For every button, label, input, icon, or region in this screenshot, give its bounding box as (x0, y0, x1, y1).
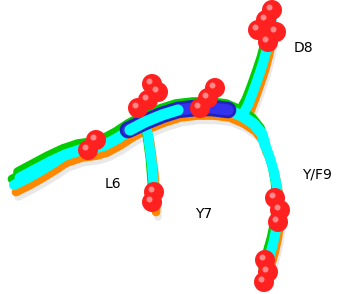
Circle shape (248, 20, 268, 40)
Circle shape (147, 78, 153, 84)
Circle shape (198, 88, 218, 108)
Circle shape (83, 144, 89, 151)
Circle shape (265, 188, 285, 208)
Circle shape (262, 266, 268, 273)
Circle shape (271, 26, 276, 33)
Circle shape (142, 192, 162, 212)
Circle shape (210, 83, 216, 88)
Circle shape (255, 250, 275, 270)
Circle shape (128, 98, 148, 118)
Text: D8: D8 (294, 41, 314, 55)
Circle shape (190, 98, 210, 118)
Circle shape (262, 0, 282, 20)
Circle shape (153, 86, 159, 93)
Circle shape (259, 276, 265, 283)
Circle shape (260, 14, 266, 21)
Circle shape (147, 196, 153, 203)
Circle shape (142, 94, 148, 101)
Circle shape (148, 186, 154, 193)
Circle shape (86, 130, 106, 150)
Circle shape (274, 205, 280, 211)
Circle shape (258, 262, 278, 282)
Circle shape (195, 103, 201, 108)
Circle shape (78, 140, 98, 160)
Circle shape (270, 200, 290, 220)
Circle shape (91, 134, 97, 141)
Circle shape (138, 90, 158, 110)
Circle shape (203, 93, 209, 98)
Circle shape (205, 78, 225, 98)
Circle shape (266, 4, 273, 11)
Circle shape (256, 10, 276, 30)
Circle shape (259, 255, 266, 260)
Circle shape (273, 216, 279, 223)
Circle shape (144, 182, 164, 202)
Circle shape (254, 272, 274, 292)
Text: L6: L6 (105, 177, 122, 191)
Circle shape (262, 36, 268, 43)
Text: Y7: Y7 (195, 207, 212, 221)
Circle shape (266, 22, 286, 42)
Circle shape (258, 32, 278, 52)
Circle shape (270, 193, 275, 198)
Circle shape (268, 212, 288, 232)
Circle shape (252, 24, 259, 31)
Circle shape (142, 74, 162, 94)
Circle shape (148, 82, 168, 102)
Circle shape (133, 103, 139, 108)
Text: Y/F9: Y/F9 (302, 167, 332, 181)
